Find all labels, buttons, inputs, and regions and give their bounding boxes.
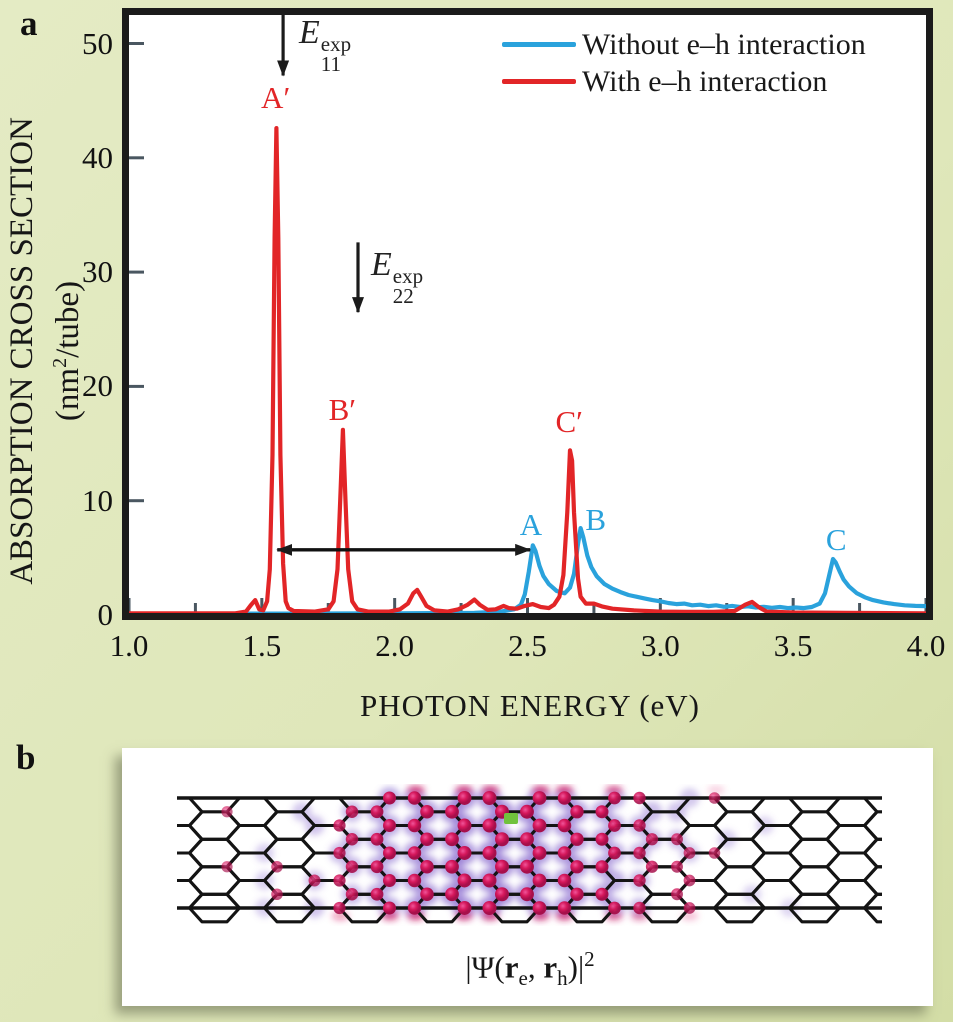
panel-a-label: a	[20, 4, 38, 43]
x-axis-title: PHOTON ENERGY (eV)	[359, 688, 701, 723]
legend-item-without-eh: Without e–h interaction	[502, 26, 866, 63]
y-tick-label: 0	[97, 597, 114, 632]
x-tick-label: 1.5	[242, 628, 282, 663]
legend-line-blue	[502, 42, 576, 47]
absorption-plot-frame	[122, 8, 933, 620]
chart-legend: Without e–h interaction With e–h interac…	[502, 26, 866, 100]
x-tick-label: 2.0	[375, 628, 415, 663]
x-tick-label: 3.0	[640, 628, 680, 663]
legend-line-red	[502, 79, 576, 84]
panel-b-label: b	[16, 738, 36, 777]
x-tick-label: 3.5	[773, 628, 813, 663]
x-tick-label: 1.0	[109, 628, 149, 663]
exciton-wavefunction-panel: |Ψ(re, rh)|2	[122, 748, 933, 1006]
x-tick-label: 4.0	[906, 628, 946, 663]
legend-label: With e–h interaction	[582, 64, 828, 98]
legend-item-with-eh: With e–h interaction	[502, 63, 866, 100]
wavefunction-formula: |Ψ(re, rh)|2	[465, 947, 595, 990]
nanotube-exciton-svg	[177, 785, 882, 924]
absorption-spectrum-chart	[129, 15, 926, 613]
legend-label: Without e–h interaction	[582, 27, 866, 61]
y-axis-title: ABSORPTION CROSS SECTION (nm2/tube)	[4, 117, 86, 585]
x-tick-label: 2.5	[508, 628, 547, 663]
